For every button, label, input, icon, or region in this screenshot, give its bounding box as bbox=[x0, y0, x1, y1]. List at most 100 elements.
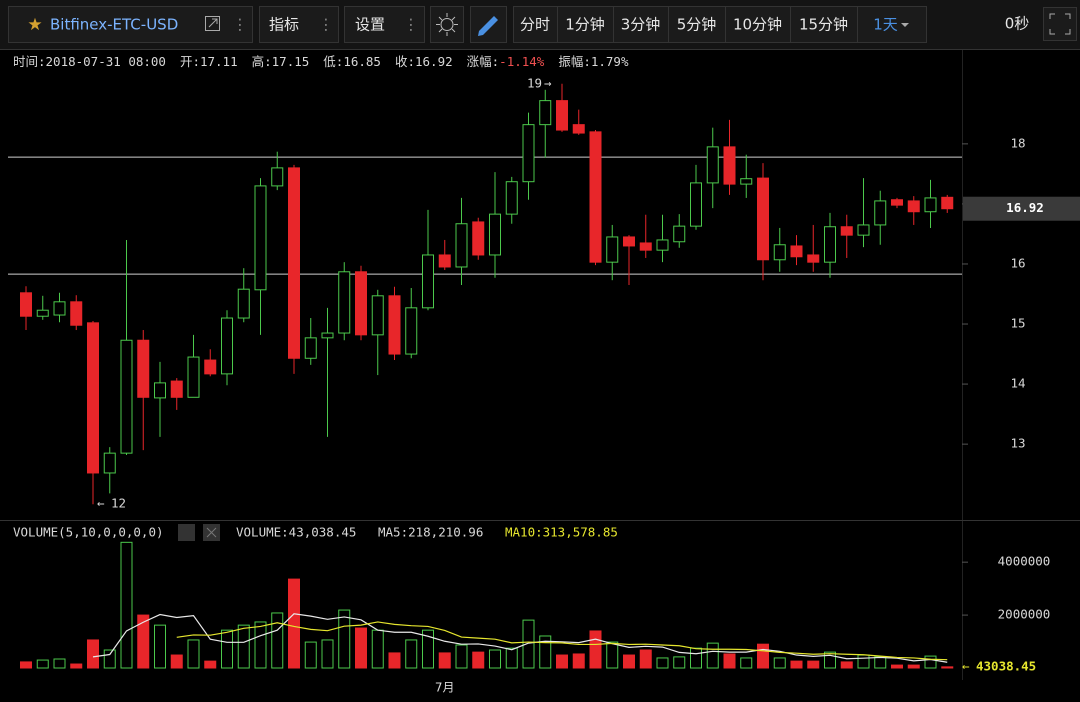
timeframe-label: 1天 bbox=[873, 16, 898, 34]
volume-bar bbox=[422, 629, 434, 669]
volume-bar bbox=[20, 661, 32, 669]
svg-text:★: ★ bbox=[27, 15, 42, 35]
settings-icon[interactable] bbox=[178, 524, 195, 541]
volume-bar bbox=[589, 630, 602, 669]
volume-bar bbox=[489, 649, 501, 669]
candle-body bbox=[371, 295, 384, 336]
candle-body bbox=[740, 178, 753, 185]
volume-bar bbox=[254, 621, 267, 669]
volume-bar bbox=[103, 649, 116, 669]
candle-body bbox=[87, 322, 99, 474]
last-volume: 43038.45 bbox=[976, 658, 1036, 673]
volume-bar bbox=[539, 635, 552, 669]
volume-bar bbox=[237, 624, 250, 669]
svg-text:⋮: ⋮ bbox=[233, 16, 248, 34]
symbol: Bitfinex-ETC-USD bbox=[50, 16, 178, 34]
timeframe-button[interactable] bbox=[613, 6, 669, 43]
volume-bar bbox=[874, 656, 887, 669]
volume-bar bbox=[288, 578, 300, 669]
volume-bar bbox=[857, 654, 870, 669]
readout: MA10:313,578.85 bbox=[505, 525, 618, 540]
candle-body bbox=[271, 167, 284, 187]
timeframe-button[interactable] bbox=[668, 6, 726, 43]
candle-body bbox=[840, 226, 853, 236]
info-label: 开: bbox=[180, 54, 200, 69]
readout: MA5:218,210.96 bbox=[378, 525, 483, 540]
candle-body bbox=[355, 271, 367, 336]
candle-body bbox=[254, 185, 267, 291]
candle-body bbox=[891, 199, 903, 206]
volume-bar bbox=[706, 642, 719, 669]
candle-body bbox=[807, 254, 820, 263]
volume-bar bbox=[522, 619, 535, 669]
candle-body bbox=[857, 224, 870, 236]
volume-bar bbox=[355, 627, 367, 669]
volume-bar bbox=[606, 641, 619, 669]
volume-title: VOLUME(5,10,0,0,0,0) bbox=[13, 525, 164, 540]
candle-body bbox=[623, 236, 635, 247]
volume-bar bbox=[87, 639, 99, 669]
candle-body bbox=[321, 332, 334, 339]
volume-bar bbox=[304, 641, 317, 669]
timeframe-label: 15分钟 bbox=[799, 16, 848, 34]
draw-button[interactable] bbox=[470, 6, 507, 43]
y-tick-label: 14 bbox=[1010, 376, 1025, 391]
candle-body bbox=[288, 167, 300, 359]
volume-bar bbox=[53, 658, 66, 669]
volume-bar bbox=[556, 654, 568, 669]
candle-body bbox=[556, 100, 568, 131]
timeframe-label: 分时 bbox=[520, 16, 550, 34]
candle-body bbox=[20, 292, 32, 317]
volume-bar bbox=[505, 647, 518, 669]
volume-bar bbox=[773, 657, 786, 669]
info-value: 17.11 bbox=[200, 54, 238, 69]
volume-bar bbox=[740, 657, 753, 669]
candle-body bbox=[103, 452, 116, 474]
y-tick-label: 4000000 bbox=[998, 554, 1051, 569]
volume-bar bbox=[757, 643, 769, 669]
volume-bar bbox=[70, 663, 83, 669]
indicators-button[interactable]: 指标 ⋮ bbox=[259, 6, 339, 43]
candle-body bbox=[204, 359, 217, 375]
fullscreen-button[interactable] bbox=[1043, 7, 1077, 41]
volume-bar bbox=[673, 656, 686, 669]
candle-body bbox=[706, 146, 719, 184]
info-label: 时间: bbox=[13, 54, 46, 69]
y-tick-label: 15 bbox=[1010, 316, 1025, 331]
info-value: 17.15 bbox=[272, 54, 310, 69]
candle-body bbox=[606, 236, 619, 263]
theme-button[interactable] bbox=[430, 6, 464, 43]
high-arrow: → bbox=[544, 75, 552, 90]
candle-body bbox=[304, 337, 317, 359]
volume-bar bbox=[187, 639, 200, 669]
last-volume-arrow: ← bbox=[962, 658, 970, 673]
candle-body bbox=[187, 356, 200, 398]
info-value: 2018-07-31 08:00 bbox=[46, 54, 166, 69]
settings-label: 设置 bbox=[355, 16, 385, 34]
volume-bar bbox=[472, 651, 485, 669]
settings-button[interactable]: 设置 ⋮ bbox=[344, 6, 425, 43]
countdown: 0秒 bbox=[1005, 15, 1030, 33]
candle-body bbox=[170, 380, 183, 398]
timeframe-button[interactable] bbox=[725, 6, 791, 43]
info-value: 16.85 bbox=[343, 54, 381, 69]
symbol-button[interactable]: ★ Bitfinex-ETC-USD ⋮ bbox=[8, 6, 253, 43]
candle-body bbox=[924, 197, 937, 213]
candle-body bbox=[70, 301, 83, 326]
volume-bar bbox=[690, 647, 702, 669]
y-tick-label: 16 bbox=[1010, 255, 1025, 270]
volume-bar bbox=[907, 664, 920, 669]
info-label: 涨幅: bbox=[467, 54, 500, 69]
indicators-label: 指标 bbox=[269, 16, 299, 34]
svg-text:⋮: ⋮ bbox=[319, 16, 334, 34]
volume-bar bbox=[120, 541, 133, 669]
info-label: 收: bbox=[395, 54, 415, 69]
y-tick-label: 13 bbox=[1010, 436, 1025, 451]
volume-bar bbox=[405, 639, 418, 669]
candle-body bbox=[137, 339, 150, 398]
info-value: -1.14% bbox=[499, 54, 545, 69]
timeframe-button[interactable] bbox=[857, 6, 927, 43]
volume-bar bbox=[137, 614, 150, 669]
candle-body bbox=[455, 223, 468, 268]
